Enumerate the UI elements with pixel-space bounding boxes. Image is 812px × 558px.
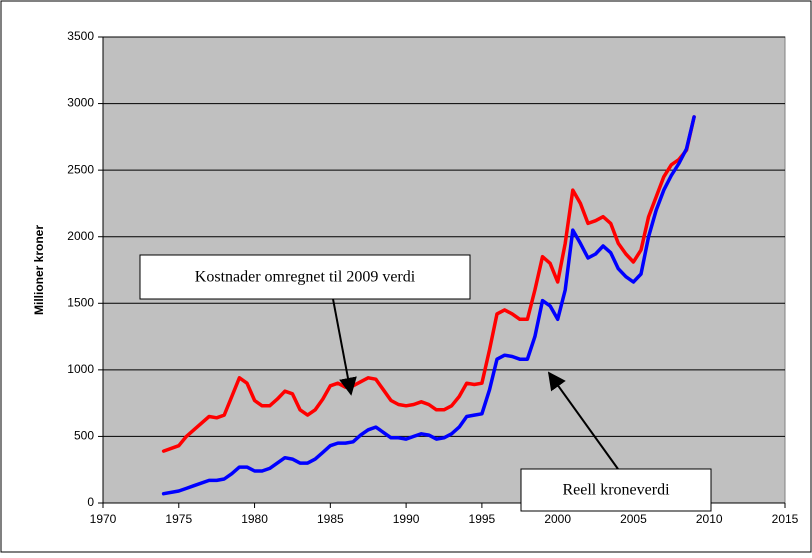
y-tick-label: 1500 bbox=[67, 295, 94, 309]
x-tick-label: 1985 bbox=[317, 512, 344, 526]
x-tick-label: 2005 bbox=[620, 512, 647, 526]
y-tick-label: 2500 bbox=[67, 162, 94, 176]
y-tick-label: 3500 bbox=[67, 29, 94, 43]
arrow bbox=[547, 371, 619, 470]
x-tick-label: 1995 bbox=[469, 512, 496, 526]
annotation: Kostnader omregnet til 2009 verdi bbox=[195, 269, 416, 286]
annotation-box bbox=[520, 468, 712, 512]
x-tick-label: 1975 bbox=[165, 512, 192, 526]
line-series bbox=[161, 115, 696, 496]
y-tick-label: 2000 bbox=[67, 229, 94, 243]
y-axis-label: Millioner kroner bbox=[32, 225, 46, 315]
annotation-box bbox=[139, 254, 471, 300]
x-tick-label: 1990 bbox=[393, 512, 420, 526]
y-tick-label: 1000 bbox=[67, 362, 94, 376]
x-tick-label: 1970 bbox=[90, 512, 117, 526]
y-tick-label: 0 bbox=[87, 495, 94, 509]
x-tick-label: 2015 bbox=[772, 512, 799, 526]
y-tick-label: 3000 bbox=[67, 96, 94, 110]
x-tick-label: 2000 bbox=[544, 512, 571, 526]
arrow bbox=[332, 298, 357, 396]
line-series bbox=[161, 115, 696, 453]
x-tick-label: 1980 bbox=[241, 512, 268, 526]
annotation: Reell kroneverdi bbox=[562, 482, 670, 499]
x-tick-label: 2010 bbox=[696, 512, 723, 526]
y-tick-label: 500 bbox=[74, 429, 94, 443]
